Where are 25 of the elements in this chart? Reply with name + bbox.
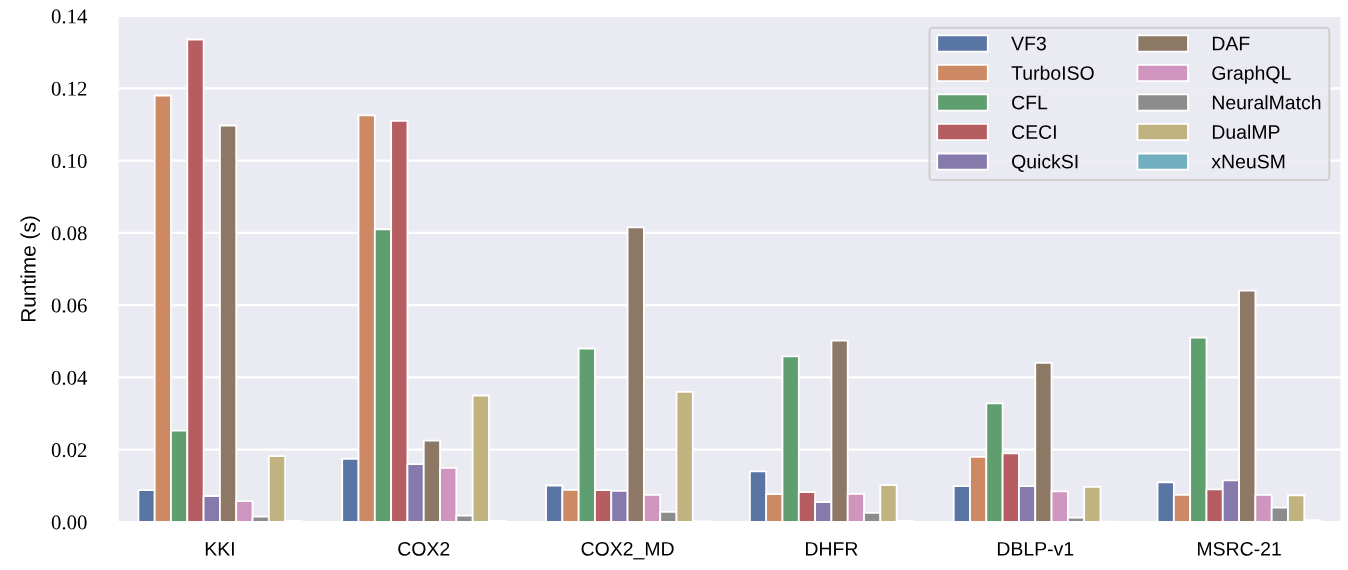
legend-label: GraphQL (1212, 65, 1291, 84)
legend-label: CECI (1012, 125, 1056, 139)
y-axis-title: Runtime (s) (20, 216, 40, 322)
x-tick-label: MSRC-21 (1198, 541, 1281, 556)
legend-label: CFL (1012, 95, 1048, 110)
legend-label: DualMP (1212, 124, 1280, 139)
y-tick-label: 0.04 (51, 370, 88, 385)
y-tick-label: 0.06 (51, 298, 87, 313)
x-tick-label: DHFR (806, 542, 858, 556)
x-tick-label: COX2 (398, 541, 450, 556)
legend-label: TurboISO (1011, 65, 1094, 80)
legend-label: DAF (1212, 36, 1250, 51)
x-tick-label: COX2_MD (581, 541, 674, 560)
y-tick-label: 0.10 (51, 153, 87, 169)
legend-label: xNeuSM (1211, 154, 1285, 169)
y-tick-label: 0.02 (51, 443, 87, 458)
x-tick-label: KKI (205, 542, 234, 556)
legend-label: QuickSI (1012, 154, 1078, 172)
y-tick-label: 0.14 (51, 9, 88, 24)
x-tick-label: DBLP-v1 (997, 542, 1074, 556)
y-tick-label: 0.00 (51, 515, 87, 530)
legend-label: VF3 (1011, 36, 1046, 51)
y-tick-label: 0.12 (51, 81, 87, 96)
legend-label: NeuralMatch (1212, 95, 1321, 110)
y-tick-label: 0.08 (51, 226, 87, 241)
